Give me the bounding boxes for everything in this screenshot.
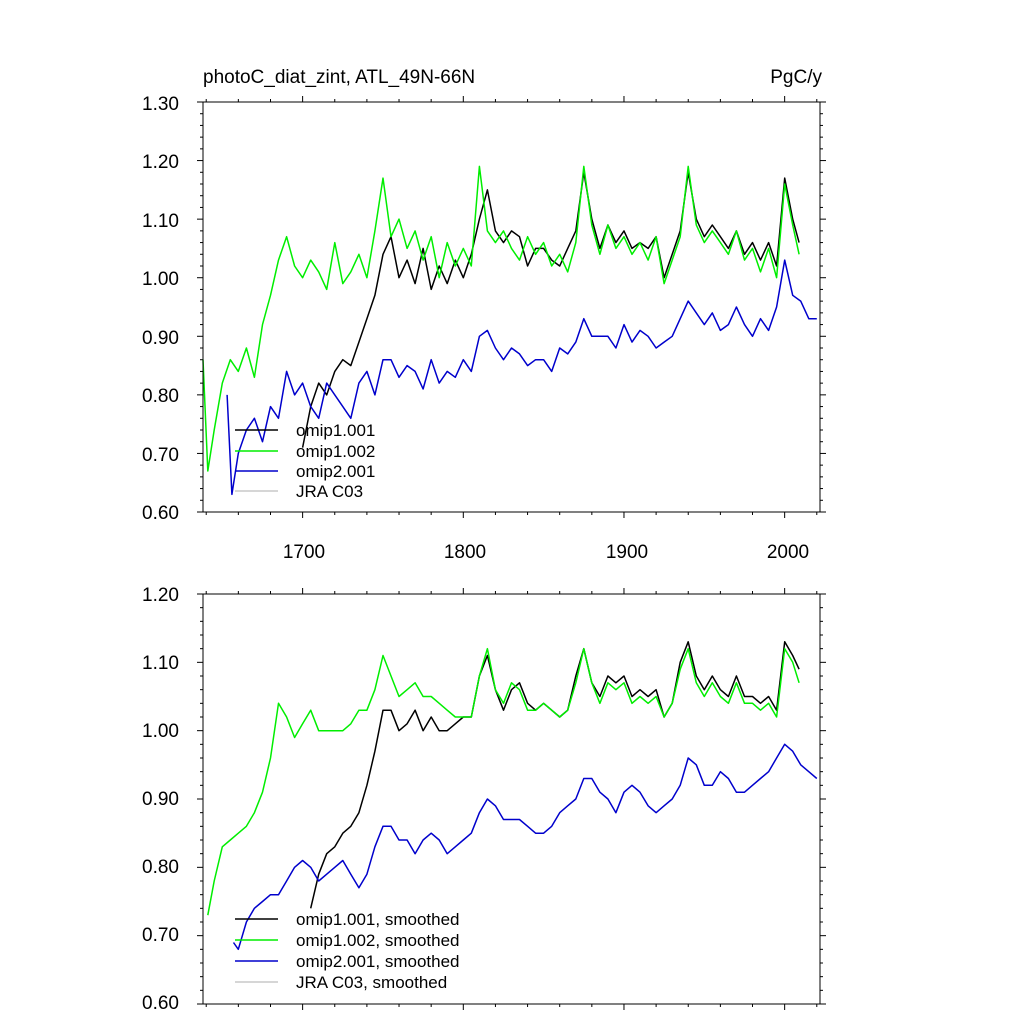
- top-panel: photoC_diat_zint, ATL_49N-66N PgC/y 1.30…: [142, 67, 826, 563]
- top-y-tick-label: 1.00: [142, 269, 179, 290]
- bottom-y-tick-label: 1.00: [142, 721, 179, 742]
- bottom-legend: omip1.001, smoothed omip1.002, smoothed …: [235, 910, 460, 992]
- top-x-tick-label: 1800: [444, 542, 486, 563]
- top-series: [202, 165, 817, 496]
- top-y-tick-label: 0.70: [142, 445, 179, 466]
- legend-label-omip1-002: omip1.002: [296, 442, 375, 461]
- top-chart-title: photoC_diat_zint, ATL_49N-66N: [203, 67, 475, 88]
- bottom-panel: 1.20 1.10 1.00 0.90 0.80 0.70 0.60 omip1…: [142, 585, 826, 1014]
- legend-label-omip1-001: omip1.001: [296, 421, 375, 440]
- series-line-omip1-001: [301, 171, 800, 448]
- legend-label-omip2-001-smoothed: omip2.001, smoothed: [296, 952, 460, 971]
- top-legend: omip1.001 omip1.002 omip2.001 JRA C03: [235, 421, 375, 501]
- bottom-y-tick-label: 0.70: [142, 925, 179, 946]
- bottom-y-tick-label: 1.10: [142, 653, 179, 674]
- bottom-y-tick-label: 1.20: [142, 585, 179, 606]
- bottom-y-tick-label: 0.60: [142, 993, 179, 1014]
- series-line-omip1-001-smoothed: [309, 641, 800, 909]
- series-line-omip2-001: [226, 259, 817, 496]
- top-y-tick-label: 1.30: [142, 94, 179, 115]
- bottom-tick-labels: 1.20 1.10 1.00 0.90 0.80 0.70 0.60: [142, 585, 179, 1014]
- bottom-ticks: [197, 588, 826, 1010]
- series-line-omip2-001-smoothed: [232, 743, 818, 951]
- bottom-y-tick-label: 0.80: [142, 857, 179, 878]
- top-y-tick-label: 0.60: [142, 503, 179, 524]
- top-y-tick-label: 0.80: [142, 386, 179, 407]
- top-y-tick-label: 0.90: [142, 328, 179, 349]
- legend-label-jra-c03: JRA C03: [296, 482, 363, 501]
- bottom-series: [207, 641, 818, 951]
- top-x-tick-label: 1700: [283, 542, 325, 563]
- legend-label-omip1-002-smoothed: omip1.002, smoothed: [296, 931, 460, 950]
- series-line-omip1-002: [202, 165, 800, 472]
- legend-label-omip2-001: omip2.001: [296, 462, 375, 481]
- top-y-tick-label: 1.20: [142, 152, 179, 173]
- bottom-plot-frame: [202, 593, 821, 1005]
- bottom-y-tick-label: 0.90: [142, 789, 179, 810]
- legend-label-jra-c03-smoothed: JRA C03, smoothed: [296, 973, 447, 992]
- top-ticks: [197, 96, 826, 518]
- top-chart-units: PgC/y: [770, 67, 822, 88]
- top-x-tick-label: 1900: [606, 542, 648, 563]
- top-x-tick-label: 2000: [767, 542, 809, 563]
- legend-label-omip1-001-smoothed: omip1.001, smoothed: [296, 910, 460, 929]
- top-y-tick-label: 1.10: [142, 211, 179, 232]
- top-tick-labels: 1.30 1.20 1.10 1.00 0.90 0.80 0.70 0.60 …: [142, 94, 809, 563]
- series-line-omip1-002-smoothed: [207, 647, 800, 916]
- top-plot-frame: [202, 101, 821, 513]
